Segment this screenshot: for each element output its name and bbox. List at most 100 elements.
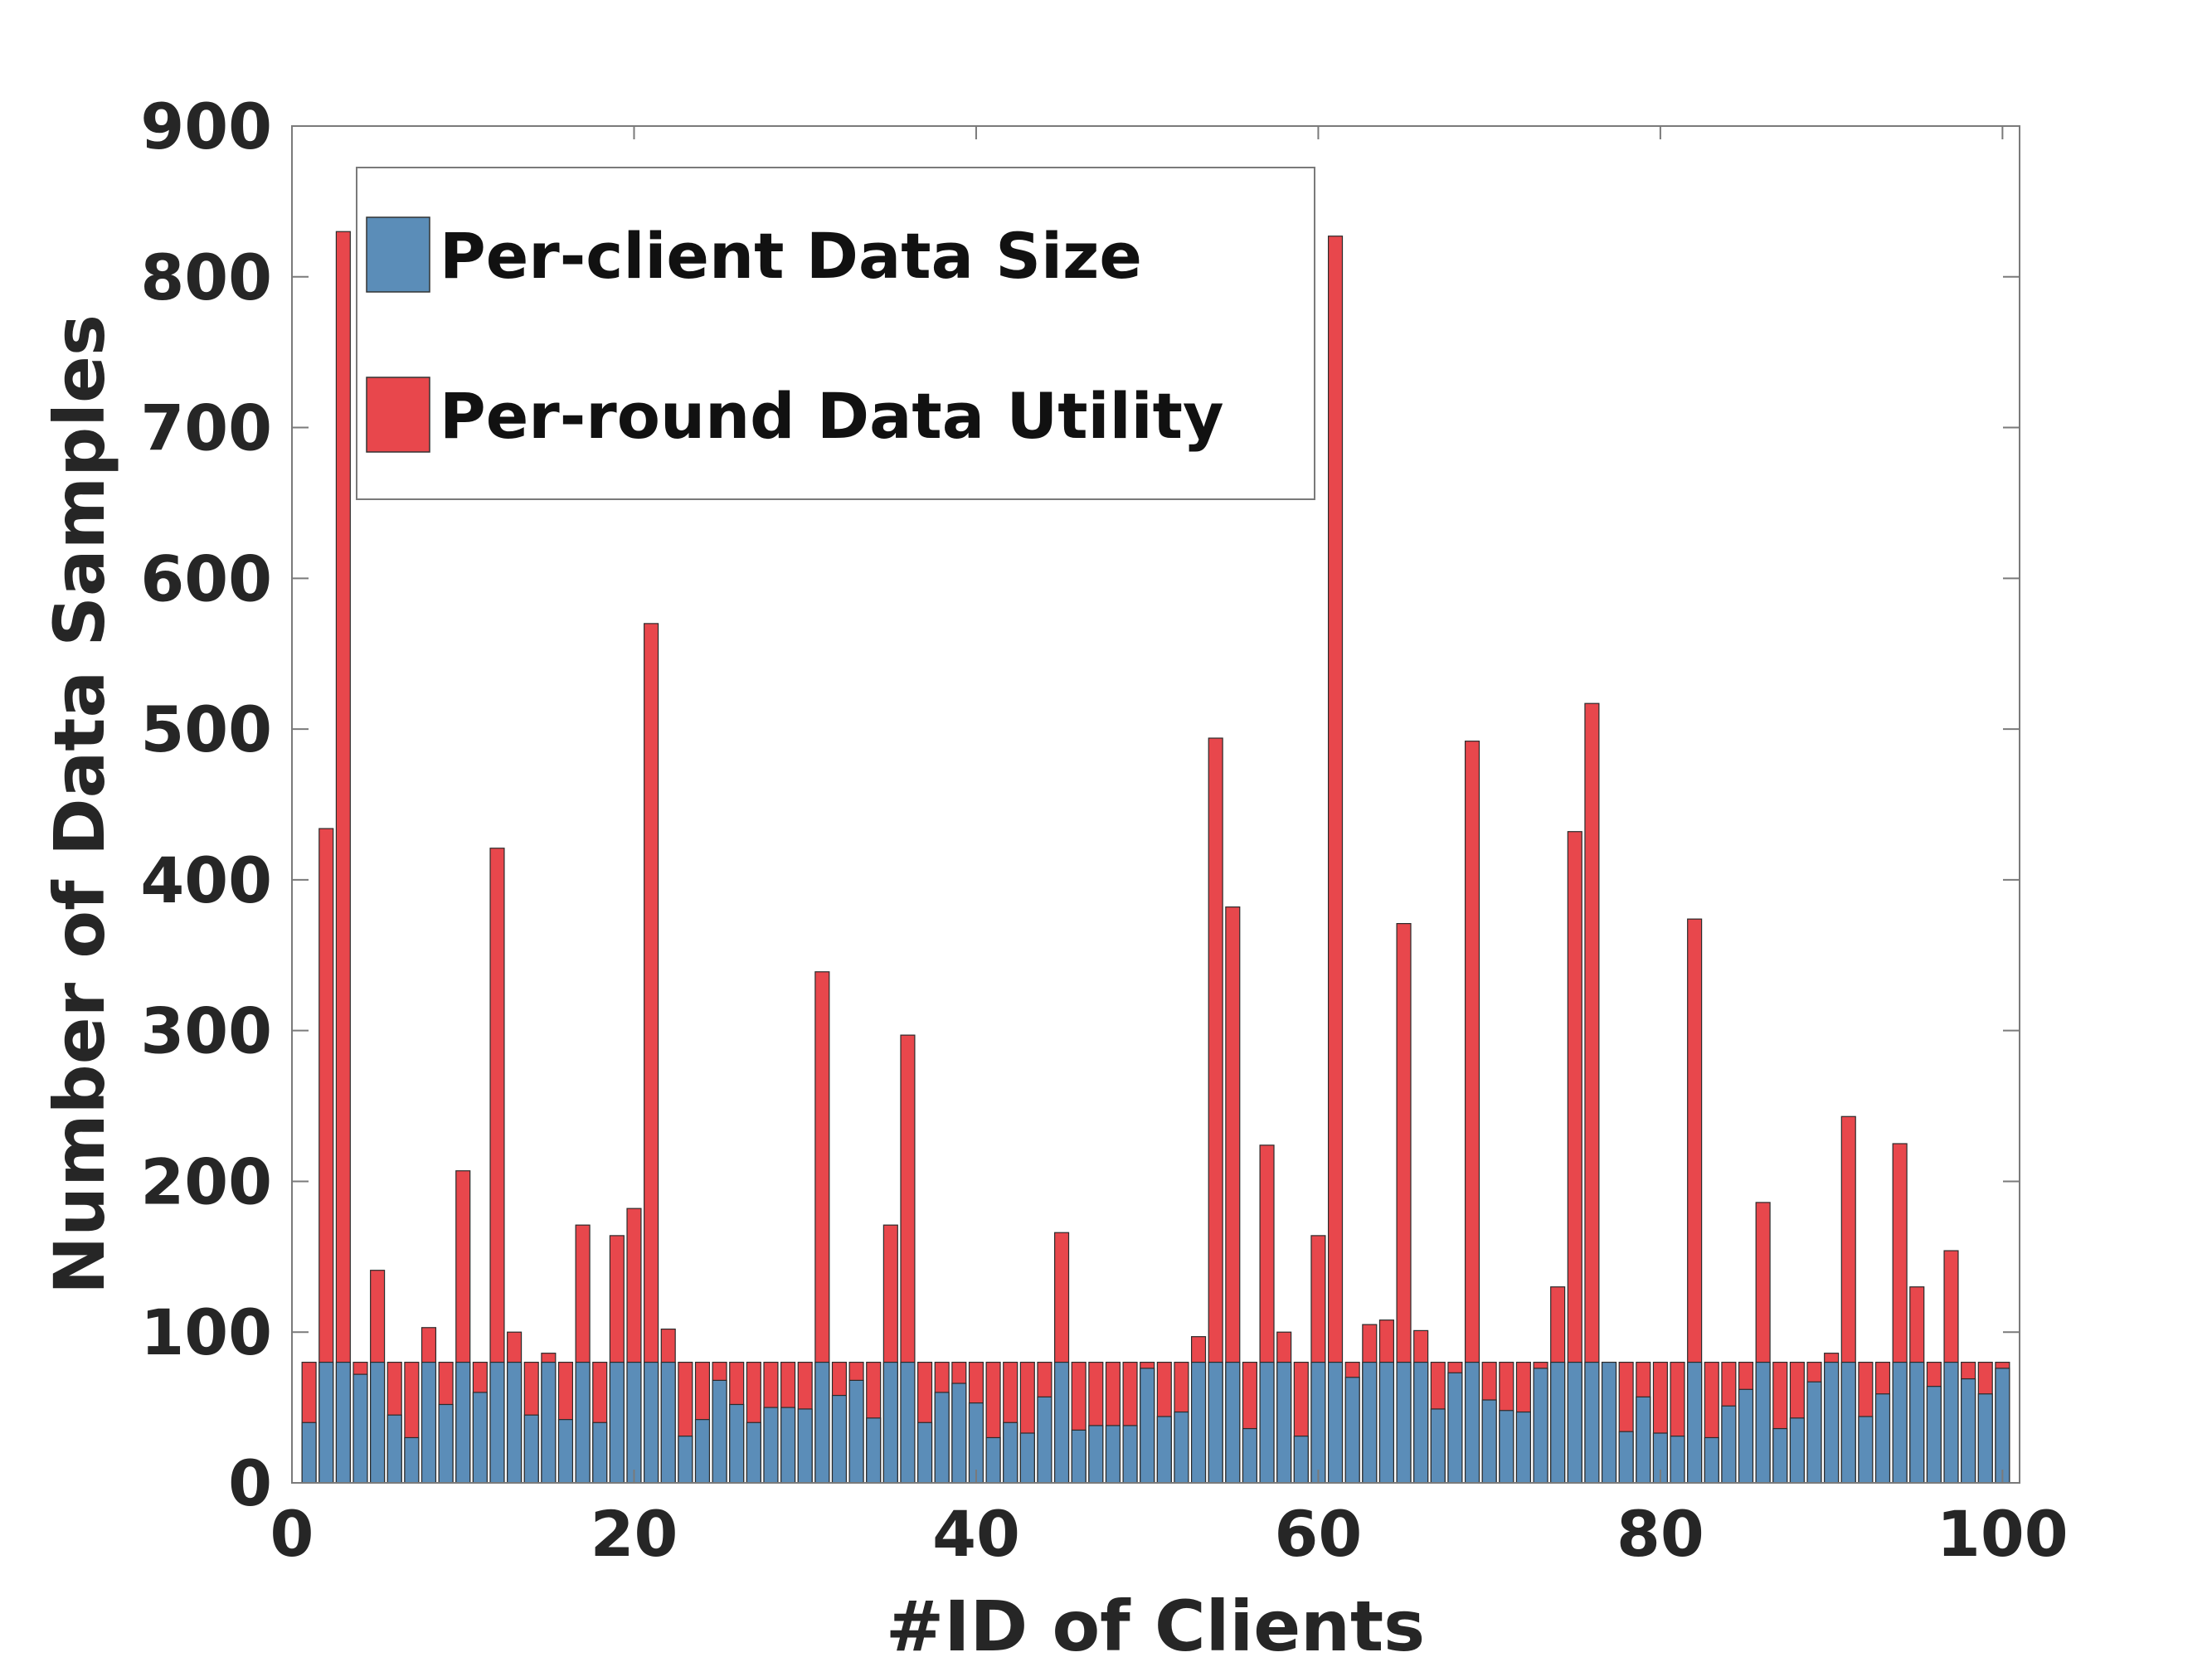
bar-data-size-64 (1378, 1361, 1394, 1484)
bar-data-size-26 (729, 1403, 745, 1484)
y-tick-label: 100 (140, 1295, 272, 1369)
bar-data-size-46 (1071, 1429, 1087, 1484)
bar-data-size-75 (1567, 1361, 1582, 1484)
bar-data-size-68 (1447, 1372, 1463, 1484)
bar-data-size-57 (1259, 1361, 1275, 1484)
bar-data-size-82 (1687, 1361, 1703, 1484)
bar-data-size-14 (523, 1414, 539, 1484)
bar-data-size-81 (1670, 1436, 1685, 1484)
bar-data-size-91 (1840, 1361, 1856, 1484)
legend: Per-client Data Size Per-round Data Util… (356, 167, 1315, 500)
bar-data-size-41 (985, 1436, 1001, 1484)
bar-data-size-85 (1738, 1388, 1754, 1484)
bar-data-size-15 (541, 1361, 557, 1484)
bar-data-size-55 (1225, 1361, 1241, 1484)
bar-data-size-70 (1481, 1399, 1497, 1484)
bar-data-size-56 (1242, 1427, 1257, 1484)
bar-data-size-43 (1019, 1432, 1035, 1484)
bar-data-size-73 (1533, 1368, 1548, 1484)
bar-data-size-92 (1858, 1416, 1874, 1484)
bar-data-size-11 (472, 1392, 488, 1484)
bar-data-size-30 (797, 1408, 813, 1484)
bar-data-size-20 (626, 1361, 642, 1484)
y-tick-label: 0 (228, 1446, 272, 1520)
bar-data-size-88 (1789, 1417, 1805, 1484)
bar-data-size-66 (1413, 1361, 1429, 1484)
bar-data-size-25 (712, 1379, 727, 1484)
legend-swatch-data-size (366, 216, 430, 293)
bar-data-size-100 (1995, 1368, 2010, 1484)
bar-data-size-79 (1636, 1396, 1651, 1484)
bar-data-size-89 (1806, 1381, 1822, 1484)
bar-data-size-63 (1362, 1361, 1378, 1484)
y-tick-label: 200 (140, 1144, 272, 1218)
bar-data-size-95 (1909, 1361, 1925, 1484)
bar-data-size-84 (1721, 1405, 1737, 1484)
bar-data-size-38 (934, 1392, 950, 1484)
y-tick-label: 600 (140, 542, 272, 615)
x-tick-label: 80 (1616, 1497, 1704, 1571)
bar-data-size-45 (1054, 1361, 1070, 1484)
legend-swatch-data-utility (366, 377, 430, 453)
bar-data-size-31 (814, 1361, 830, 1484)
bar-data-size-19 (609, 1361, 625, 1484)
bar-data-size-78 (1618, 1431, 1634, 1484)
bar-data-size-47 (1088, 1425, 1104, 1484)
bar-data-size-60 (1310, 1361, 1326, 1484)
bar-data-size-21 (644, 1361, 659, 1484)
bar-data-size-49 (1122, 1425, 1138, 1484)
bar-data-size-33 (848, 1379, 864, 1484)
bar-data-size-48 (1105, 1425, 1121, 1484)
bar-data-size-44 (1037, 1396, 1053, 1484)
legend-box (356, 167, 1315, 500)
bar-data-size-17 (575, 1361, 591, 1484)
bar-data-size-34 (866, 1417, 882, 1484)
legend-label-data-size: Per-client Data Size (440, 219, 1142, 293)
bar-data-size-4 (352, 1373, 368, 1484)
bar-data-size-23 (678, 1436, 693, 1484)
y-tick-label: 900 (140, 90, 272, 163)
bar-data-size-98 (1961, 1378, 1976, 1484)
y-tick-label: 500 (140, 692, 272, 766)
bar-data-size-96 (1926, 1386, 1942, 1484)
bar-data-size-9 (438, 1403, 454, 1484)
bar-data-size-27 (746, 1421, 761, 1484)
bar-data-size-76 (1584, 1361, 1600, 1484)
bar-data-size-29 (780, 1407, 796, 1484)
bar-data-size-28 (763, 1407, 779, 1484)
bar-data-size-13 (507, 1361, 523, 1484)
plot-frame (291, 125, 2020, 1484)
x-tick-label: 40 (932, 1497, 1020, 1571)
bar-data-size-51 (1156, 1416, 1172, 1484)
bar-data-size-16 (557, 1419, 574, 1484)
bar-data-size-2 (318, 1361, 334, 1484)
bar-data-size-22 (660, 1361, 676, 1484)
bar-data-size-3 (335, 1361, 351, 1484)
bar-data-size-12 (489, 1361, 505, 1484)
bar-data-size-18 (592, 1421, 608, 1484)
bar-data-size-6 (386, 1414, 402, 1484)
bar-data-size-99 (1977, 1393, 1993, 1484)
bar-data-size-72 (1515, 1411, 1531, 1484)
bar-data-size-97 (1943, 1361, 1959, 1484)
bar-data-size-5 (370, 1361, 386, 1484)
x-tick-label: 20 (591, 1497, 678, 1571)
bar-data-size-71 (1499, 1410, 1514, 1484)
bar-data-size-7 (404, 1436, 420, 1484)
bar-data-size-94 (1892, 1361, 1908, 1484)
bar-data-size-59 (1293, 1436, 1309, 1484)
legend-label-data-utility: Per-round Data Utility (440, 379, 1224, 453)
bar-data-size-61 (1327, 1361, 1344, 1484)
x-tick-label: 0 (270, 1497, 314, 1571)
y-tick-label: 300 (140, 994, 272, 1068)
bar-data-size-83 (1704, 1436, 1719, 1484)
bar-data-size-50 (1140, 1368, 1155, 1484)
bar-data-size-36 (900, 1361, 916, 1484)
x-axis-label: #ID of Clients (886, 1586, 1425, 1659)
bar-data-size-8 (421, 1361, 437, 1484)
y-tick-label: 400 (140, 843, 272, 917)
bar-data-size-62 (1344, 1377, 1360, 1484)
ticks-group: 0 20 40 60 80 100 0 100 200 300 400 500 600 700 800 900 (140, 90, 2068, 1571)
